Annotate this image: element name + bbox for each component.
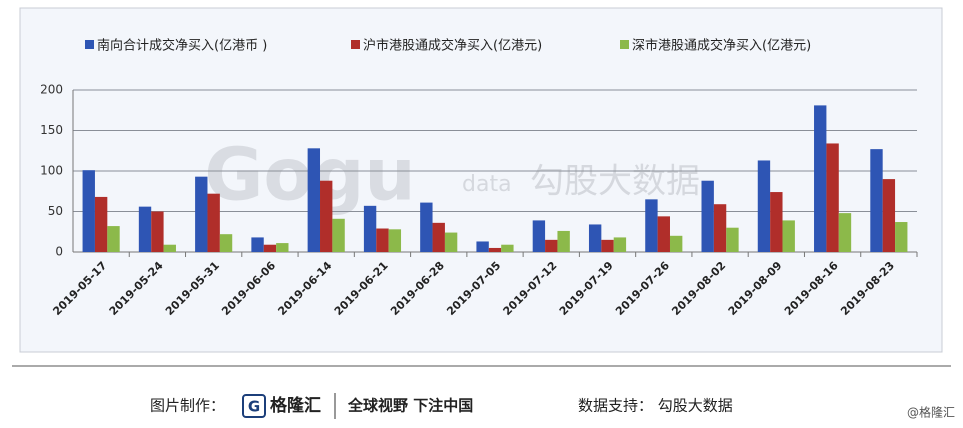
watermark-sub: data [462,172,512,197]
bar [307,148,321,252]
y-tick-label: 50 [48,204,63,218]
bar [444,232,458,252]
bar [376,228,389,252]
bar [501,244,514,252]
footer-brand: 格隆汇 [270,395,321,416]
bar [701,180,714,252]
bar [645,199,658,252]
bar [94,196,108,252]
bar [870,149,883,252]
bar [532,220,546,252]
bar [669,235,683,252]
bar [545,239,558,252]
bar [588,224,602,252]
bar [388,229,402,252]
chart-panel [19,7,943,353]
bar [713,204,727,252]
bar [757,160,771,252]
bar [107,226,120,252]
logo-icon [242,394,266,418]
bar [276,243,289,252]
y-tick-label: 200 [40,83,63,97]
footer-credit: @格隆汇 [907,405,955,420]
bar [814,105,827,252]
bar [432,222,445,252]
y-tick-label: 100 [40,164,63,178]
legend-swatch [351,40,360,49]
bar [207,193,220,252]
bar [332,218,345,252]
bar [420,202,433,252]
bar [557,230,570,252]
footer-slogan: 全球视野 下注中国 [347,397,473,415]
legend-label: 沪市港股通成交净买入(亿港元) [363,38,542,54]
y-tick-label: 0 [55,245,63,259]
footer-made-by: 图片制作： [150,397,225,415]
watermark-name: 勾股大数据 [530,162,700,202]
bar [826,143,839,252]
bar [163,244,176,252]
bar [195,176,208,252]
bar [82,170,95,252]
legend-label: 南向合计成交净买入(亿港币 ) [97,38,267,54]
bar [363,205,377,252]
footer-source: 数据支持： 勾股大数据 [578,397,733,415]
bar [219,234,233,252]
bar [613,237,627,252]
y-tick-label: 150 [40,123,63,137]
logo-glyph: G [248,398,260,416]
bar [838,213,852,252]
bar [488,247,502,252]
bar [251,237,264,252]
bar [770,192,783,252]
legend-swatch [620,40,629,49]
bar [151,211,164,252]
bar [263,244,277,252]
bar [320,180,333,252]
bar [476,241,489,252]
bar [882,179,896,252]
bar [782,220,795,252]
legend-label: 深市港股通成交净买入(亿港元) [632,38,811,54]
bar [657,216,670,252]
bar [726,227,739,252]
bar [601,239,614,252]
bar [895,222,908,252]
legend-swatch [85,40,94,49]
bar [138,206,152,252]
